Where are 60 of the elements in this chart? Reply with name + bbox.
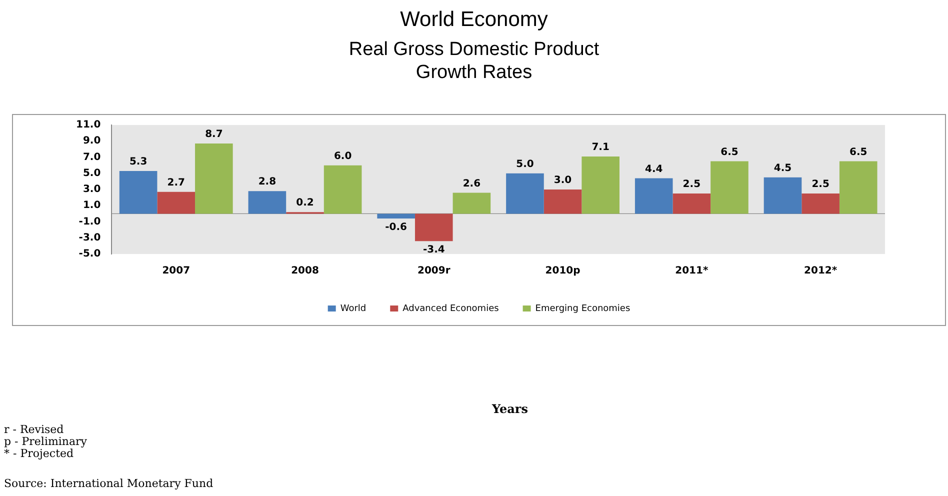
- data-label: 5.3: [129, 156, 148, 168]
- x-tick-label: 2007: [162, 266, 190, 277]
- bar: [506, 173, 544, 214]
- bar: [764, 177, 802, 214]
- text: r - Revised: [4, 423, 65, 436]
- data-label: -0.6: [385, 222, 408, 234]
- bar: [634, 178, 673, 214]
- data-label: 2.7: [167, 178, 186, 189]
- y-tick-label: 9.0: [82, 136, 101, 147]
- x-tick-label: 2008: [291, 266, 319, 277]
- x-tick-label: 2010p: [545, 266, 580, 277]
- data-label: -3.4: [422, 244, 445, 256]
- x-tick-label: 2011*: [675, 266, 709, 277]
- bar: [802, 194, 840, 214]
- y-tick-label: 11.0: [76, 120, 101, 131]
- text: Years: [490, 402, 529, 416]
- data-label: 6.0: [334, 150, 352, 162]
- legend-label: Advanced Economies: [402, 304, 500, 314]
- y-tick-label: 1.0: [82, 200, 101, 212]
- data-label: 2.8: [258, 176, 276, 188]
- y-tick-label: -5.0: [78, 248, 101, 260]
- bar: [195, 144, 233, 214]
- x-tick-label: 2009r: [418, 266, 450, 277]
- chart-title: World Economy: [399, 8, 549, 32]
- bar: [582, 156, 620, 214]
- bar: [544, 190, 582, 214]
- y-tick-label: 5.0: [82, 168, 101, 179]
- data-label: 2.6: [462, 178, 481, 190]
- source-note: Source: International Monetary Fund: [4, 477, 214, 490]
- data-label: 7.1: [592, 142, 610, 154]
- legend-label: World: [340, 304, 366, 314]
- data-label: 3.0: [554, 175, 572, 186]
- bar: [157, 192, 196, 214]
- legend-label: Emerging Economies: [535, 304, 630, 314]
- data-label: 2.5: [682, 179, 701, 190]
- bar: [672, 194, 711, 214]
- data-label: 0.2: [296, 198, 314, 209]
- bar: [414, 214, 453, 242]
- text: * - Projected: [4, 447, 74, 460]
- data-label: 4.4: [645, 164, 663, 175]
- y-tick-label: 7.0: [82, 152, 101, 163]
- y-tick-label: -3.0: [78, 232, 101, 244]
- bar: [377, 214, 415, 219]
- data-label: 5.0: [516, 158, 534, 170]
- data-label: 6.5: [720, 146, 738, 158]
- bar: [710, 161, 748, 214]
- bar: [248, 191, 286, 214]
- y-tick-label: 3.0: [82, 184, 101, 196]
- bar: [839, 161, 878, 214]
- data-label: 4.5: [774, 163, 792, 174]
- chart-subtitle: Real Gross Domestic Product Growth Rates: [348, 38, 600, 84]
- data-label: 6.5: [850, 146, 868, 158]
- text: p - Preliminary: [4, 435, 88, 448]
- data-label: 2.5: [812, 179, 830, 190]
- x-tick-label: 2012*: [804, 266, 838, 277]
- bar: [119, 170, 158, 214]
- y-tick-label: -1.0: [78, 216, 101, 228]
- bar: [324, 165, 362, 214]
- bar: [452, 192, 491, 214]
- data-label: 8.7: [205, 129, 223, 140]
